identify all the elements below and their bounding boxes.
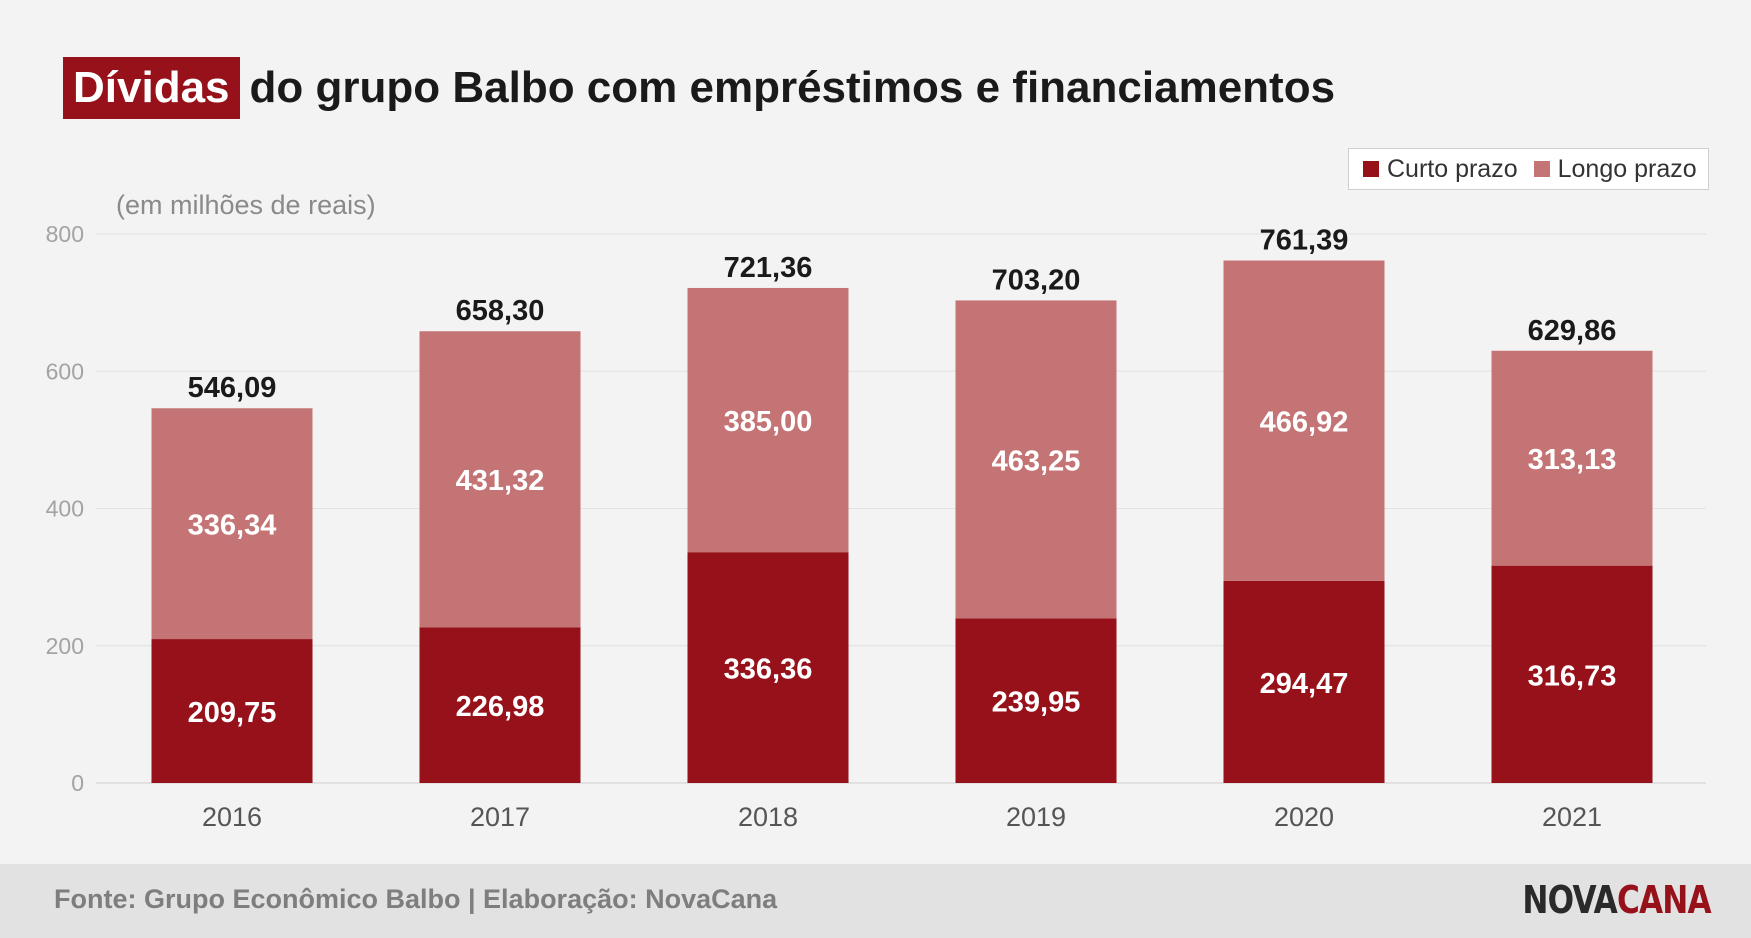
data-label-curto-2016: 209,75 xyxy=(188,697,277,729)
title-highlight: Dívidas xyxy=(63,57,240,119)
bar-longo-2020 xyxy=(1223,260,1385,581)
x-tick-label-2019: 2019 xyxy=(1006,802,1066,832)
data-label-longo-2020: 466,92 xyxy=(1260,407,1349,439)
legend-swatch-longo xyxy=(1533,161,1550,177)
total-label-2017: 658,30 xyxy=(456,295,545,327)
x-tick-label-2020: 2020 xyxy=(1274,802,1334,832)
x-tick-label-2017: 2017 xyxy=(470,802,530,832)
y-axis-unit-label: (em milhões de reais) xyxy=(116,190,376,220)
data-label-longo-2018: 385,00 xyxy=(724,406,813,438)
y-tick-label-200: 200 xyxy=(46,633,84,659)
bar-curto-2016 xyxy=(151,639,313,783)
bar-curto-2018 xyxy=(687,552,849,783)
source-credit: Fonte: Grupo Econômico Balbo | Elaboraçã… xyxy=(54,884,778,914)
y-tick-label-800: 800 xyxy=(46,221,84,247)
bar-curto-2019 xyxy=(955,618,1117,783)
legend-item-longo: Longo prazo xyxy=(1533,154,1697,184)
logo-cana: CANA xyxy=(1617,878,1712,922)
total-label-2019: 703,20 xyxy=(992,264,1081,296)
title-text: do grupo Balbo com empréstimos e financi… xyxy=(249,63,1336,112)
data-label-longo-2016: 336,34 xyxy=(188,510,277,542)
total-label-2016: 546,09 xyxy=(188,372,277,404)
bar-longo-2016 xyxy=(151,408,313,640)
footer: Fonte: Grupo Econômico Balbo | Elaboraçã… xyxy=(0,864,1751,938)
legend: Curto prazo Longo prazo xyxy=(1348,148,1709,190)
bar-curto-2020 xyxy=(1223,580,1385,783)
y-tick-label-0: 0 xyxy=(71,770,84,796)
y-tick-label-400: 400 xyxy=(46,496,84,522)
bar-longo-2021 xyxy=(1491,350,1653,566)
legend-swatch-curto xyxy=(1363,161,1379,177)
data-label-curto-2018: 336,36 xyxy=(724,654,813,686)
bar-longo-2018 xyxy=(687,287,849,553)
x-tick-label-2016: 2016 xyxy=(202,802,262,832)
legend-label-longo: Longo prazo xyxy=(1557,154,1697,183)
data-label-longo-2017: 431,32 xyxy=(456,465,545,497)
legend-item-curto: Curto prazo xyxy=(1363,155,1518,184)
data-label-curto-2020: 294,47 xyxy=(1260,668,1349,700)
y-tick-label-600: 600 xyxy=(46,358,84,384)
data-label-longo-2021: 313,13 xyxy=(1528,444,1617,476)
data-label-curto-2019: 239,95 xyxy=(992,687,1081,719)
novacana-logo: NOVACANA xyxy=(1522,878,1712,922)
total-label-2020: 761,39 xyxy=(1260,224,1349,256)
data-label-longo-2019: 463,25 xyxy=(992,445,1081,477)
bar-longo-2019 xyxy=(955,300,1117,619)
chart-title: Dívidas do grupo Balbo com empréstimos e… xyxy=(63,56,1335,120)
x-tick-label-2018: 2018 xyxy=(738,802,798,832)
bar-chart: 0 200 400 600 800 209,75 336,34 546,09 2016 226,9… xyxy=(46,221,1706,832)
total-label-2021: 629,86 xyxy=(1528,315,1617,347)
bar-longo-2017 xyxy=(419,331,581,628)
total-label-2018: 721,36 xyxy=(724,252,813,284)
legend-label-curto: Curto prazo xyxy=(1387,154,1518,183)
bar-curto-2017 xyxy=(419,627,581,783)
data-label-curto-2021: 316,73 xyxy=(1528,660,1617,692)
bar-curto-2021 xyxy=(1491,565,1653,783)
data-label-curto-2017: 226,98 xyxy=(456,691,545,723)
x-tick-label-2021: 2021 xyxy=(1542,802,1602,832)
logo-nova: NOVA xyxy=(1522,878,1618,922)
